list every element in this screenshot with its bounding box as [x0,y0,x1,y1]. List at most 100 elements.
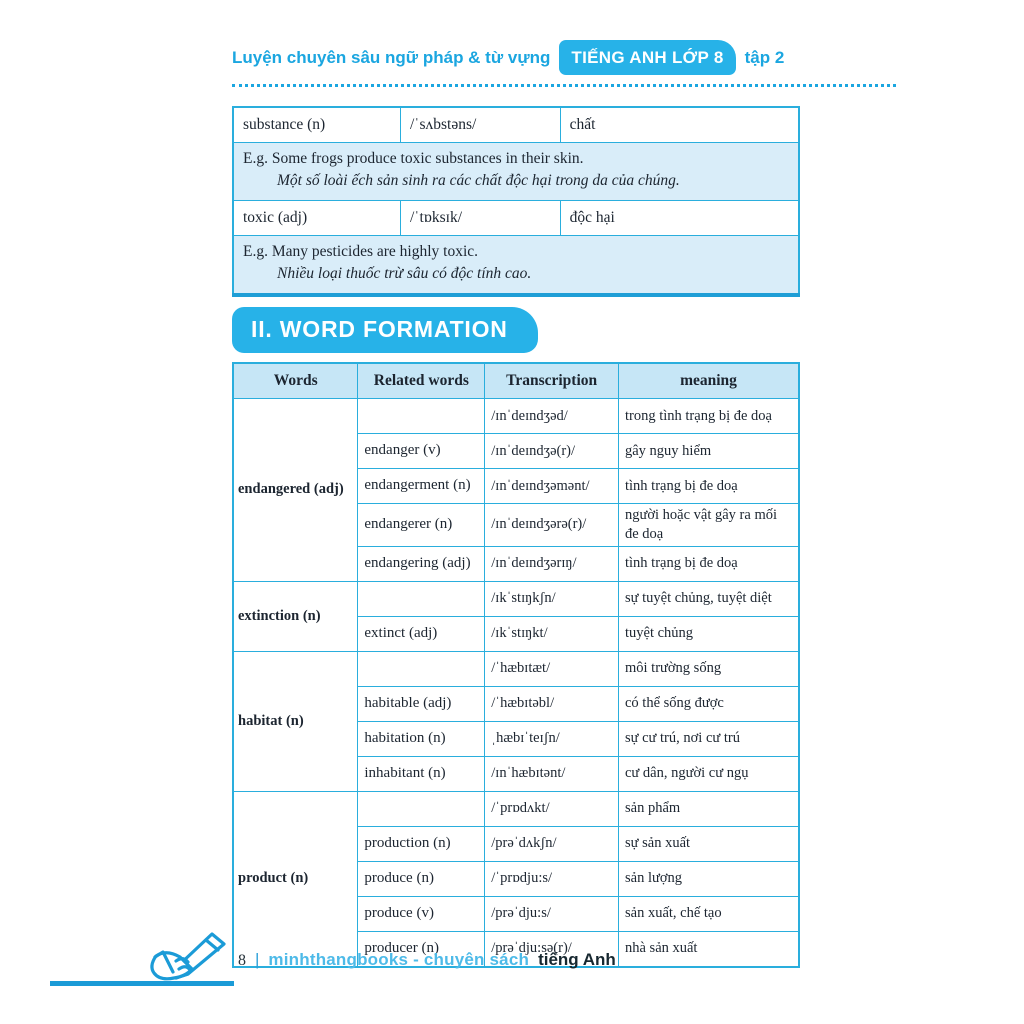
footer-separator: | [255,950,260,969]
meaning-cell: sản lượng [617,860,800,897]
writing-hand-icon [142,928,238,991]
meaning-cell: có thể sống được [617,685,800,722]
transcription-cell: /prəˈdju:sə(r)/ [484,930,619,968]
meaning-cell: sản xuất, chế tạo [617,895,800,932]
footer-brand-bold: tiếng Anh [538,950,616,969]
word-formation-body: endangered (adj) /ɪnˈdeɪndʒəd/trong tình … [232,398,800,968]
transcription-cell: /ɪnˈhæbɪtənt/ [484,755,619,792]
example-english: E.g. Some frogs produce toxic substances… [243,150,584,167]
example-cell: E.g. Many pesticides are highly toxic. Nh… [232,234,800,296]
transcription-cell: /prəˈdʌkʃn/ [484,825,619,862]
related-word-cell [357,650,486,687]
related-word-cell [357,790,486,827]
column-header-meaning: meaning [617,362,800,399]
column-header-related-words: Related words [357,362,486,399]
section-title: II. WORD FORMATION [232,307,538,353]
word-formation-row: habitation (n) ˌhæbɪˈteɪʃn/sự cư trú, nơi… [233,720,800,757]
word-group-cell: product (n) [232,790,359,968]
vocab-row: substance (n)/ˈsʌbstəns/chất [232,106,800,143]
related-word-cell: endanger (v) [357,433,486,469]
example-cell: E.g. Some frogs produce toxic substances… [232,142,800,201]
dotted-divider [232,84,896,87]
example-row: E.g. Many pesticides are highly toxic. Nh… [232,234,800,296]
related-word-cell: endangerer (n) [357,503,486,547]
word-cell: substance (n) [232,106,401,143]
header-badge: TIẾNG ANH LỚP 8 [559,40,736,75]
related-word-cell: extinct (adj) [357,615,486,652]
transcription-cell: /ˈprɒdju:s/ [484,860,619,897]
related-word-cell: endangering (adj) [357,545,486,582]
meaning-cell: độc hại [559,199,800,236]
example-vietnamese: Nhiều loại thuốc trừ sâu có độc tính cao… [277,265,532,283]
word-formation-row: production (n)/prəˈdʌkʃn/sự sản xuất [233,825,800,862]
word-formation-row: inhabitant (n)/ɪnˈhæbɪtənt/cư dân, người… [233,755,800,792]
related-word-cell: habitable (adj) [357,685,486,722]
transcription-cell: /ɪkˈstɪŋkʃn/ [484,580,619,617]
transcription-cell: /prəˈdju:s/ [484,895,619,932]
meaning-cell: người hoặc vật gây ra mối đe doạ [617,503,800,547]
related-word-cell: produce (n) [357,860,486,897]
word-formation-table: Words Related words Transcription meanin… [232,362,800,968]
footer-brand-line: 8 | minhthangbooks - chuyên sách tiếng A… [238,950,616,970]
example-english: E.g. Many pesticides are highly toxic. [243,242,479,260]
meaning-cell: nhà sản xuất [617,930,800,968]
transcription-cell: /ˈtɒksɪk/ [400,199,561,236]
meaning-cell: tuyệt chủng [617,615,800,652]
vocab-row: toxic (adj)/ˈtɒksɪk/độc hại [232,199,800,236]
page-number: 8 [238,952,246,969]
related-word-cell: production (n) [357,825,486,862]
word-formation-row: produce (n)/ˈprɒdju:s/sản lượng [233,860,800,897]
word-formation-row: endangering (adj)/ɪnˈdeɪndʒərɪŋ/tình trạ… [233,545,800,582]
transcription-cell: /ˈprɒdʌkt/ [484,790,619,827]
header-title: Luyện chuyên sâu ngữ pháp & từ vựng [232,47,551,67]
transcription-cell: /ɪnˈdeɪndʒəmənt/ [484,468,619,504]
word-formation-row: extinction (n) /ɪkˈstɪŋkʃn/sự tuyệt chủng… [232,580,800,652]
word-formation-row: endangered (adj) /ɪnˈdeɪndʒəd/trong tình … [232,398,800,582]
footer-brand: minhthangbooks - chuyên sách [268,950,530,969]
transcription-cell: /ɪkˈstɪŋkt/ [484,615,619,652]
word-group-cell: habitat (n) [232,650,359,792]
word-formation-row: endanger (v)/ɪnˈdeɪndʒə(r)/gây nguy hiểm [233,433,800,469]
related-word-cell: producer (n) [357,930,486,968]
meaning-cell: tình trạng bị đe doạ [617,545,800,582]
word-formation-row: habitat (n) /ˈhæbɪtæt/môi trường sống [232,650,800,792]
related-word-cell: habitation (n) [357,720,486,757]
vocab-table: substance (n)/ˈsʌbstəns/chất E.g. Some fr… [232,106,800,297]
meaning-cell: sự tuyệt chủng, tuyệt diệt [617,580,800,617]
related-word-cell: endangerment (n) [357,468,486,504]
related-word-cell: produce (v) [357,895,486,932]
footer-underline [50,981,234,986]
example-row: E.g. Some frogs produce toxic substances… [232,142,800,201]
meaning-cell: tình trạng bị đe doạ [617,468,800,504]
word-formation-row: endangerer (n)/ɪnˈdeɪndʒərə(r)/người hoặ… [233,503,800,547]
meaning-cell: trong tình trạng bị đe doạ [617,398,800,434]
meaning-cell: sự sản xuất [617,825,800,862]
meaning-cell: sản phẩm [617,790,800,827]
related-word-cell [357,580,486,617]
page-header: Luyện chuyên sâu ngữ pháp & từ vựng TIẾN… [232,40,912,75]
word-formation-row: endangerment (n)/ɪnˈdeɪndʒəmənt/tình trạ… [233,468,800,504]
word-formation-row: habitable (adj)/ˈhæbɪtəbl/có thể sống đư… [233,685,800,722]
word-group-cell: endangered (adj) [232,398,359,582]
meaning-cell: môi trường sống [617,650,800,687]
word-formation-row: produce (v)/prəˈdju:s/sản xuất, chế tạo [233,895,800,932]
header-suffix: tập 2 [744,47,785,67]
transcription-cell: /ˈsʌbstəns/ [400,106,561,143]
column-header-words: Words [232,362,359,399]
transcription-cell: /ˈhæbɪtəbl/ [484,685,619,722]
related-word-cell: inhabitant (n) [357,755,486,792]
word-formation-row: product (n) /ˈprɒdʌkt/sản phẩm [232,790,800,968]
transcription-cell: /ɪnˈdeɪndʒə(r)/ [484,433,619,469]
word-group-cell: extinction (n) [232,580,359,652]
vocab-table-body: substance (n)/ˈsʌbstəns/chất E.g. Some fr… [232,106,800,296]
transcription-cell: /ˈhæbɪtæt/ [484,650,619,687]
column-header-transcription: Transcription [484,362,619,399]
meaning-cell: sự cư trú, nơi cư trú [617,720,800,757]
transcription-cell: ˌhæbɪˈteɪʃn/ [484,720,619,757]
transcription-cell: /ɪnˈdeɪndʒəd/ [484,398,619,434]
meaning-cell: gây nguy hiểm [617,433,800,469]
word-formation-row: producer (n)/prəˈdju:sə(r)/nhà sản xuất [233,930,800,968]
example-vietnamese: Một số loài ếch sản sinh ra các chất độc… [277,172,680,190]
transcription-cell: /ɪnˈdeɪndʒərɪŋ/ [484,545,619,582]
